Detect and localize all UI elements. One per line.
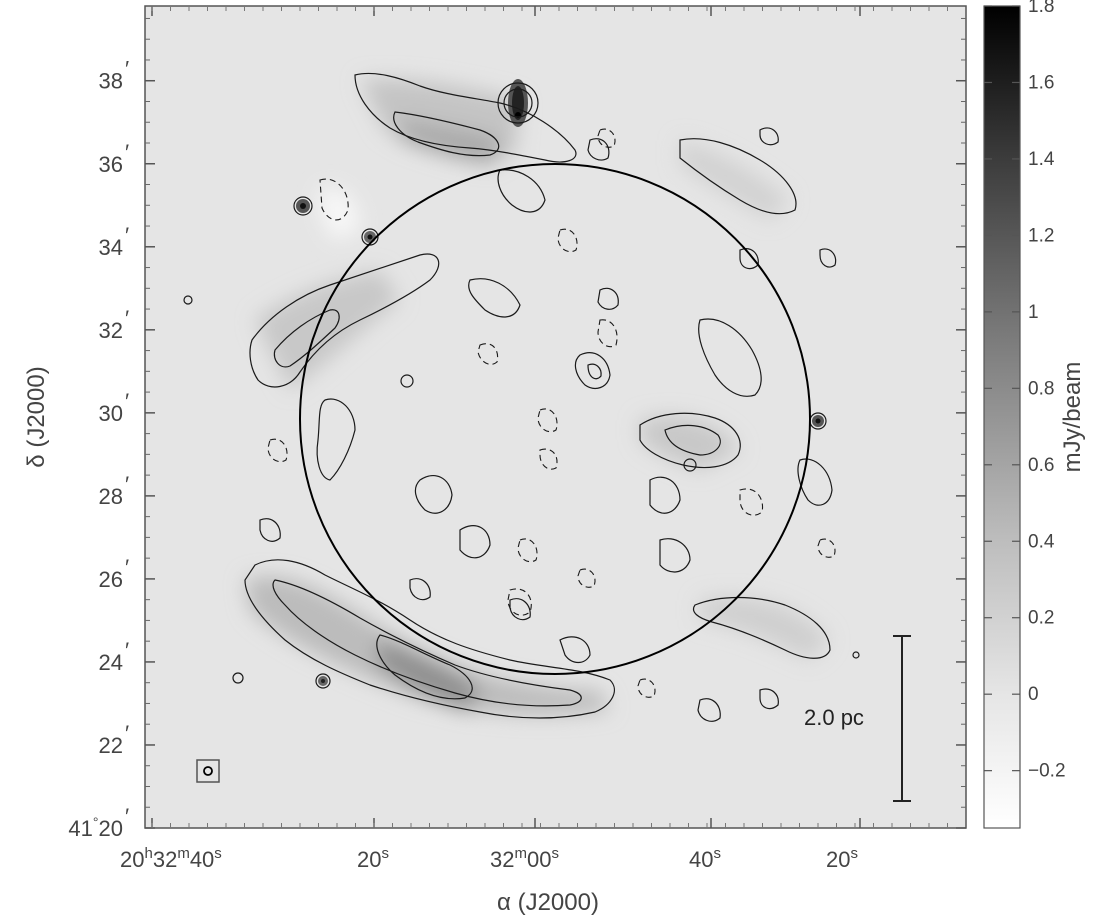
y-tick-label: 34 bbox=[99, 235, 123, 260]
map-panel: 2.0 pc bbox=[145, 6, 966, 828]
arcmin-mark: ′ bbox=[125, 57, 129, 82]
y-tick-label: 36 bbox=[99, 152, 123, 177]
scale-bar bbox=[893, 635, 911, 802]
y-axis-title: δ (J2000) bbox=[23, 366, 50, 467]
y-tick-label: 26 bbox=[99, 567, 123, 592]
colorbar-tick-label: 0.4 bbox=[1028, 531, 1055, 552]
colorbar-tick-label: 1.8 bbox=[1028, 0, 1054, 17]
arcmin-mark: ′ bbox=[125, 804, 129, 829]
arcmin-mark: ′ bbox=[125, 389, 129, 414]
diffuse-emission bbox=[245, 79, 830, 715]
x-tick-label: 20s bbox=[826, 845, 858, 872]
colorbar-tick-label: 0.8 bbox=[1028, 378, 1054, 399]
arcmin-mark: ′ bbox=[125, 721, 129, 746]
scale-bar-label: 2.0 pc bbox=[804, 705, 864, 730]
x-tick-label: 20h32m40s bbox=[120, 845, 222, 872]
colorbar-tick-label: 1.2 bbox=[1028, 225, 1054, 246]
colorbar-title: mJy/beam bbox=[1059, 362, 1086, 473]
y-tick-label: 38 bbox=[99, 69, 123, 94]
y-tick-label: 28 bbox=[99, 484, 123, 509]
y-tick-labels: 41°20 ′22 ′24 ′26 ′28 ′30 ′32 ′34 ′36 ′38 ′ bbox=[68, 57, 129, 841]
contours bbox=[183, 72, 860, 722]
x-tick-label: 20s bbox=[357, 845, 389, 872]
colorbar-tick-label: 1 bbox=[1028, 302, 1039, 323]
negative-contours bbox=[267, 128, 836, 698]
x-tick-label: 32m00s bbox=[490, 845, 559, 872]
x-tick-label: 40s bbox=[689, 845, 721, 872]
colorbar-tick-label: 0.6 bbox=[1028, 455, 1054, 476]
y-tick-label: 30 bbox=[99, 401, 123, 426]
colorbar-tick-label: −0.2 bbox=[1028, 761, 1066, 782]
arcmin-mark: ′ bbox=[125, 555, 129, 580]
x-tick-labels: 20h32m40s 20s 32m00s 40s 20s bbox=[120, 845, 858, 872]
colorbar: −0.2 0 0.2 0.4 0.6 0.8 1 1.2 1.4 1.6 1.8 mJy/beam bbox=[983, 0, 1086, 829]
y-tick-label: 32 bbox=[99, 318, 123, 343]
arcmin-mark: ′ bbox=[125, 638, 129, 663]
arcmin-mark: ′ bbox=[125, 306, 129, 331]
colorbar-ticks: −0.2 0 0.2 0.4 0.6 0.8 1 1.2 1.4 1.6 1.8 bbox=[984, 0, 1066, 782]
y-tick-label: 24 bbox=[99, 650, 123, 675]
arcmin-mark: ′ bbox=[125, 140, 129, 165]
arcmin-mark: ′ bbox=[125, 472, 129, 497]
y-tick-label: 22 bbox=[99, 733, 123, 758]
colorbar-tick-label: 1.6 bbox=[1028, 72, 1054, 93]
x-axis-ticks bbox=[151, 6, 948, 828]
y-tick-label: 41°20 bbox=[68, 814, 123, 841]
colorbar-gradient bbox=[983, 5, 1021, 829]
x-axis-title: α (J2000) bbox=[497, 889, 599, 916]
colorbar-tick-label: 0 bbox=[1028, 684, 1039, 705]
y-axis-ticks bbox=[145, 17, 966, 829]
colorbar-tick-label: 0.2 bbox=[1028, 608, 1054, 629]
compact-sources bbox=[296, 79, 824, 686]
beam-symbol bbox=[196, 759, 220, 783]
colorbar-tick-label: 1.4 bbox=[1028, 149, 1055, 170]
shell-circle bbox=[299, 163, 811, 675]
plot-frame bbox=[144, 5, 967, 829]
arcmin-mark: ′ bbox=[125, 223, 129, 248]
